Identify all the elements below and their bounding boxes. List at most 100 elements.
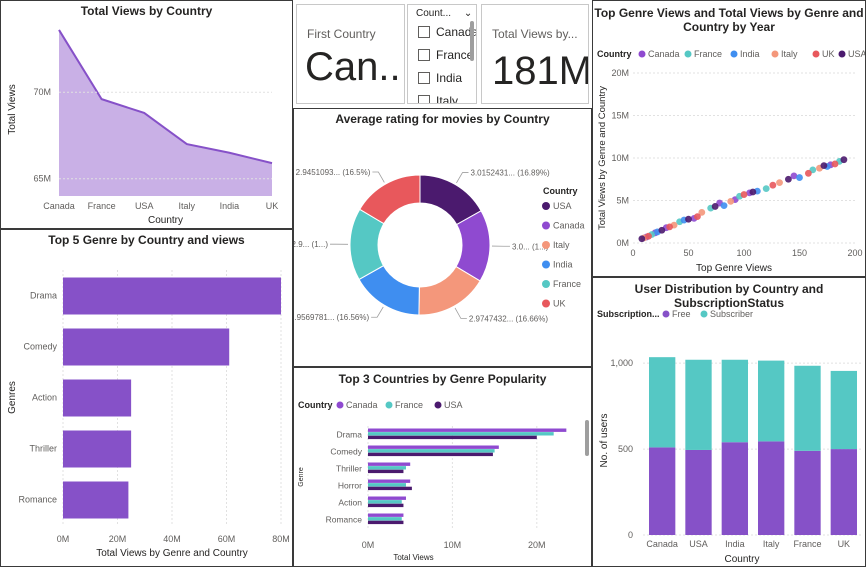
legend-label: India [553, 260, 573, 270]
bar [368, 503, 404, 508]
scatter-title-line1: Top Genre Views and Total Views by Genre… [594, 6, 864, 20]
legend-marker [542, 221, 550, 230]
y-tick-label: Romance [326, 515, 363, 525]
y-tick-label: Comedy [330, 447, 362, 457]
legend-marker [638, 50, 646, 58]
x-tick-label: UK [838, 539, 851, 549]
user-dist-tile: User Distribution by Country and Subscri… [592, 277, 866, 567]
legend-label: Free [672, 309, 691, 319]
checkbox[interactable] [418, 72, 430, 84]
bar [368, 432, 554, 436]
slicer-item-italy[interactable]: Italy [418, 94, 459, 104]
y-tick-label: Thriller [29, 444, 57, 454]
legend-label: UK [822, 49, 835, 59]
x-tick-label: Italy [763, 539, 780, 549]
bar-segment [794, 365, 821, 451]
slice-label: 2.9... (1...) [294, 240, 328, 249]
scatter-point [785, 175, 792, 183]
bar-segment [649, 447, 676, 535]
legend-marker [542, 241, 550, 249]
slicer-item-india[interactable]: India [418, 71, 462, 85]
slice-label: 2.9747432... (16.66%) [469, 314, 549, 323]
slicer-item-france[interactable]: France [418, 48, 473, 62]
scatter-point [685, 215, 692, 223]
first-country-label: First Country [307, 27, 376, 41]
bar [368, 462, 411, 466]
user-dist-title: User Distribution by Country and Subscri… [634, 282, 824, 310]
x-tick-label: 0 [630, 248, 635, 258]
top3-genre-tile: Top 3 Countries by Genre Popularity Coun… [293, 367, 592, 567]
bar [368, 428, 567, 432]
y-tick-label: Comedy [23, 342, 57, 352]
legend-label: Italy [553, 240, 570, 250]
total-views-label: Total Views by... [492, 27, 578, 41]
area-fill [59, 29, 272, 197]
y-tick-label: 20M [611, 68, 629, 78]
scatter-point [720, 202, 728, 210]
y-axis-title: Genre [298, 467, 305, 487]
scatter-point [698, 209, 706, 216]
legend-marker [684, 50, 692, 58]
y-axis-title: Genres [7, 381, 18, 414]
bar-segment [685, 359, 712, 450]
x-tick-label: 100 [736, 248, 751, 258]
legend-label: Canada [553, 221, 585, 231]
checkbox[interactable] [418, 26, 430, 38]
slicer-item-canada[interactable]: Canada [418, 25, 476, 39]
legend-marker [812, 50, 820, 58]
bar [368, 496, 406, 500]
avg-rating-tile: Average rating for movies by Country 3.0… [293, 108, 592, 367]
bar [368, 486, 412, 491]
area-line [58, 29, 273, 165]
bar [368, 513, 404, 517]
bar [368, 479, 411, 483]
scatter-point [840, 156, 848, 164]
y-tick-label: Action [32, 393, 57, 403]
y-tick-label: Drama [30, 291, 57, 301]
scatter-point [666, 223, 674, 231]
legend-marker [434, 401, 442, 409]
scatter-point [820, 162, 828, 170]
legend-label: Italy [781, 49, 798, 59]
y-tick-label: Horror [338, 481, 362, 491]
scatter-point [762, 185, 770, 193]
legend-label: USA [553, 201, 572, 211]
y-tick-label: 500 [618, 444, 633, 454]
bar-segment [830, 449, 857, 535]
slicer-header[interactable]: Count... ⌄ [416, 8, 472, 19]
x-axis-title: Top Genre Views [696, 263, 772, 274]
x-tick-label: UK [266, 201, 279, 211]
x-tick-label: Canada [43, 201, 75, 211]
checkbox[interactable] [418, 49, 430, 61]
views-by-country-title: Total Views by Country [80, 4, 213, 18]
y-axis-title: Total Views by Genre and Country [597, 86, 608, 230]
y-tick-label: 0M [616, 238, 629, 248]
legend-marker [700, 310, 708, 318]
bar-segment [794, 450, 821, 535]
top3-genre-chart: Country Canada France USA 0M 10M 20M Drama Comed… [298, 400, 589, 562]
scatter-point [727, 197, 735, 205]
x-tick-label: 20M [528, 540, 546, 550]
chevron-down-icon[interactable]: ⌄ [463, 8, 473, 19]
slicer-item-label: Italy [436, 94, 459, 104]
top3-genre-title: Top 3 Countries by Genre Popularity [338, 372, 547, 386]
checkbox[interactable] [418, 95, 430, 103]
bar [368, 435, 537, 440]
slicer-header-label: Count... [416, 8, 452, 19]
bar-segment [685, 449, 712, 535]
scatter-point [796, 174, 803, 181]
legend-title: Country [597, 49, 632, 59]
slicer-item-label: France [436, 48, 474, 62]
user-dist-chart: Subscription... Free Subscriber 0 500 1,000 Ca… [597, 309, 861, 565]
x-tick-label: India [220, 201, 240, 211]
x-axis-title: Country [724, 554, 759, 565]
bar [63, 430, 132, 468]
legend-label: France [395, 400, 423, 410]
bar [368, 452, 493, 457]
avg-rating-chart: 3.0152431... (16.89%) 3.0... (1...) 2.9747… [294, 168, 585, 323]
slicer-scrollbar[interactable] [470, 21, 474, 61]
x-tick-label: 50 [683, 248, 693, 258]
slice-label: 2.9451093... (16.5%) [296, 168, 371, 177]
y-tick-label: Action [338, 498, 362, 508]
bar [368, 469, 404, 474]
